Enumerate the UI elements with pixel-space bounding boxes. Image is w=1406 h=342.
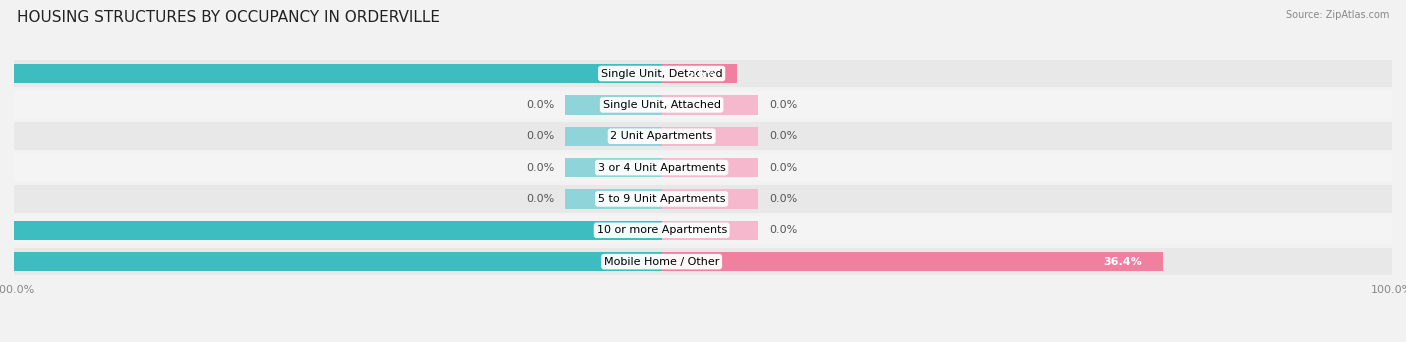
Bar	[662, 189, 758, 209]
Bar	[14, 185, 1392, 213]
Text: Single Unit, Detached: Single Unit, Detached	[600, 68, 723, 79]
Text: 3 or 4 Unit Apartments: 3 or 4 Unit Apartments	[598, 162, 725, 173]
Bar	[565, 189, 662, 209]
Bar	[662, 221, 758, 240]
Text: 5 to 9 Unit Apartments: 5 to 9 Unit Apartments	[598, 194, 725, 204]
Text: 0.0%: 0.0%	[769, 100, 797, 110]
Bar	[565, 95, 662, 115]
Bar	[662, 127, 758, 146]
Text: 0.0%: 0.0%	[526, 194, 554, 204]
Text: 0.0%: 0.0%	[526, 131, 554, 141]
Bar	[565, 127, 662, 146]
Bar	[14, 248, 1392, 275]
Text: 0.0%: 0.0%	[769, 131, 797, 141]
Text: 0.0%: 0.0%	[526, 100, 554, 110]
Text: 0.0%: 0.0%	[769, 225, 797, 235]
Bar	[0, 252, 662, 271]
Bar	[662, 64, 738, 83]
Bar	[565, 158, 662, 177]
Text: 36.4%: 36.4%	[1104, 256, 1143, 267]
Bar	[14, 154, 1392, 181]
Bar	[14, 91, 1392, 119]
Bar	[662, 95, 758, 115]
Text: 0.0%: 0.0%	[769, 194, 797, 204]
Bar	[662, 158, 758, 177]
Text: 0.0%: 0.0%	[526, 162, 554, 173]
Text: Single Unit, Attached: Single Unit, Attached	[603, 100, 721, 110]
Text: Mobile Home / Other: Mobile Home / Other	[605, 256, 720, 267]
Bar	[0, 221, 662, 240]
Bar	[14, 60, 1392, 87]
Text: HOUSING STRUCTURES BY OCCUPANCY IN ORDERVILLE: HOUSING STRUCTURES BY OCCUPANCY IN ORDER…	[17, 10, 440, 25]
Text: 5.5%: 5.5%	[686, 68, 717, 79]
Bar	[0, 64, 662, 83]
Text: Source: ZipAtlas.com: Source: ZipAtlas.com	[1285, 10, 1389, 20]
Text: 0.0%: 0.0%	[769, 162, 797, 173]
Bar	[662, 252, 1163, 271]
Bar	[14, 122, 1392, 150]
Bar	[14, 216, 1392, 244]
Text: 10 or more Apartments: 10 or more Apartments	[596, 225, 727, 235]
Text: 2 Unit Apartments: 2 Unit Apartments	[610, 131, 713, 141]
